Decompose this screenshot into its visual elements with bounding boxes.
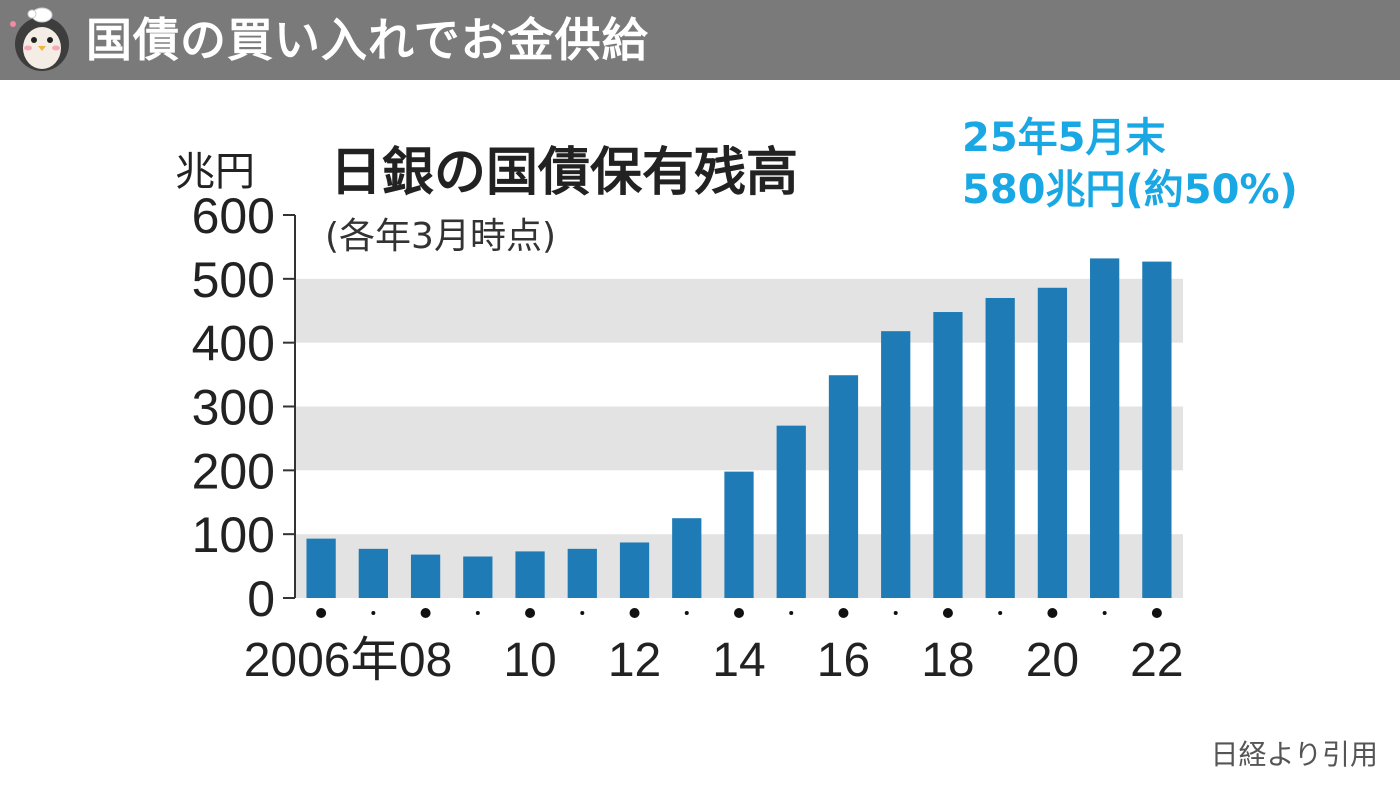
x-tick-dot <box>525 608 536 618</box>
x-tick-label: 12 <box>608 634 661 687</box>
highlight-annotation: 25年5月末 580兆円(約50%) <box>962 112 1298 216</box>
x-tick-dot <box>998 611 1003 615</box>
x-tick-dot <box>580 611 585 615</box>
grid-band <box>295 278 1183 343</box>
bar-2008 <box>410 554 441 598</box>
annotation-line-1: 25年5月末 <box>962 115 1166 161</box>
source-credit: 日経より引用 <box>1210 738 1378 771</box>
x-tick-labels: 2006年 08 10 12 14 16 18 20 22 <box>244 634 1184 687</box>
bar-2015 <box>776 425 806 598</box>
x-tick-label: 14 <box>712 634 765 687</box>
bar-series <box>306 258 1172 598</box>
bar-2016 <box>828 375 859 598</box>
x-tick-label: 10 <box>503 634 556 687</box>
bar-2013 <box>672 518 702 598</box>
bar-2010 <box>515 551 545 598</box>
x-tick-dot <box>316 608 327 618</box>
header-bar: 国債の買い入れでお金供給 <box>0 0 1400 80</box>
bar-2020 <box>1037 287 1068 598</box>
x-tick-dot <box>789 611 794 615</box>
axes <box>283 214 296 599</box>
x-tick-label: 22 <box>1130 634 1183 687</box>
x-tick-dot <box>942 608 953 618</box>
penguin-mascot-icon <box>10 7 69 71</box>
x-tick-dot <box>684 611 689 615</box>
y-tick-label: 100 <box>192 507 275 563</box>
y-tick-label: 500 <box>192 252 275 308</box>
bar-2006 <box>306 538 336 598</box>
y-tick-labels: 0 100 200 300 400 500 600 <box>192 188 275 627</box>
x-tick-dot <box>475 611 480 615</box>
grid-band <box>295 406 1183 471</box>
chart-subtitle: (各年3月時点) <box>325 216 556 257</box>
x-tick-dot <box>629 608 640 618</box>
bar-2018 <box>933 312 963 598</box>
y-tick-label: 600 <box>192 188 275 244</box>
y-axis-label: 兆円 <box>175 149 255 195</box>
x-tick-dot <box>1047 608 1058 618</box>
x-tick-label: 18 <box>921 634 974 687</box>
bar-2009 <box>463 556 493 598</box>
x-tick-dot <box>1102 611 1107 615</box>
x-tick-label: 16 <box>817 634 870 687</box>
x-tick-dot <box>420 608 431 618</box>
x-tick-dot <box>893 611 898 615</box>
x-tick-dot <box>371 611 376 615</box>
page-title: 国債の買い入れでお金供給 <box>86 13 649 67</box>
y-tick-label: 300 <box>192 380 275 436</box>
x-tick-marks <box>316 608 1162 618</box>
y-tick-label: 0 <box>247 571 275 627</box>
x-tick-dot <box>1151 608 1162 618</box>
bar-2019 <box>985 297 1015 598</box>
bar-2012 <box>619 542 650 598</box>
x-tick-dot <box>838 608 849 618</box>
annotation-line-2: 580兆円(約50%) <box>962 167 1298 213</box>
bar-2014 <box>724 471 754 598</box>
bar-2017 <box>881 331 911 598</box>
x-tick-label: 20 <box>1026 634 1079 687</box>
x-tick-label: 2006年 <box>244 634 399 687</box>
y-tick-label: 400 <box>192 316 275 372</box>
x-tick-label: 08 <box>399 634 452 687</box>
bar-2011 <box>567 548 597 598</box>
y-tick-label: 200 <box>192 443 275 499</box>
x-tick-dot <box>734 608 744 618</box>
bar-2021 <box>1090 258 1120 598</box>
bar-2022 <box>1142 261 1172 598</box>
bar-2007 <box>358 548 388 598</box>
chart-title: 日銀の国債保有残高 <box>330 143 798 203</box>
